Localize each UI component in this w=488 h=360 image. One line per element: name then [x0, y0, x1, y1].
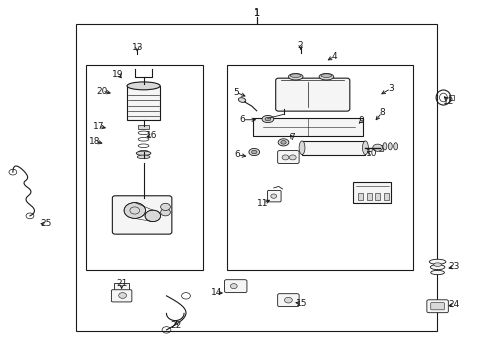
Ellipse shape: [433, 263, 441, 266]
Circle shape: [270, 194, 276, 198]
Circle shape: [282, 155, 288, 160]
Text: 2: 2: [297, 41, 303, 50]
Text: 11: 11: [257, 199, 268, 208]
Ellipse shape: [137, 155, 150, 159]
Bar: [253, 118, 362, 135]
Text: 1: 1: [253, 9, 259, 18]
Ellipse shape: [299, 141, 305, 154]
Circle shape: [372, 144, 382, 151]
Text: 23: 23: [447, 262, 459, 271]
FancyBboxPatch shape: [275, 78, 349, 111]
FancyBboxPatch shape: [111, 290, 132, 302]
Text: 3: 3: [387, 84, 393, 93]
FancyBboxPatch shape: [430, 303, 444, 310]
Text: 1: 1: [253, 8, 259, 18]
Text: 8: 8: [378, 108, 384, 117]
Text: 14: 14: [210, 288, 222, 297]
FancyBboxPatch shape: [224, 280, 246, 293]
Text: 12: 12: [442, 96, 453, 105]
Text: 4: 4: [331, 52, 337, 61]
Ellipse shape: [429, 265, 444, 270]
Bar: [302, 141, 365, 154]
Ellipse shape: [248, 148, 259, 156]
Bar: [114, 283, 129, 291]
Bar: [352, 182, 390, 203]
Circle shape: [124, 203, 145, 219]
Text: 21: 21: [116, 279, 127, 288]
Text: 16: 16: [146, 131, 157, 140]
FancyBboxPatch shape: [267, 190, 281, 202]
Text: 20: 20: [96, 86, 107, 95]
Text: 5: 5: [232, 87, 238, 96]
Text: 15: 15: [296, 299, 307, 308]
Bar: [383, 193, 388, 201]
Ellipse shape: [321, 74, 331, 77]
Bar: [357, 193, 362, 201]
Ellipse shape: [238, 98, 245, 102]
Ellipse shape: [290, 74, 301, 77]
Circle shape: [145, 210, 160, 222]
Bar: [127, 86, 160, 120]
Ellipse shape: [262, 116, 273, 123]
Bar: [138, 125, 149, 129]
Circle shape: [230, 284, 237, 289]
Circle shape: [160, 209, 170, 216]
Ellipse shape: [382, 143, 386, 150]
Text: 18: 18: [89, 137, 101, 146]
Bar: [76, 24, 436, 330]
Ellipse shape: [264, 117, 270, 121]
FancyBboxPatch shape: [112, 196, 171, 234]
Text: 7: 7: [289, 133, 295, 142]
Text: 6: 6: [239, 115, 245, 124]
Ellipse shape: [362, 141, 367, 154]
Text: 9: 9: [358, 116, 364, 125]
Text: 19: 19: [112, 70, 123, 79]
Ellipse shape: [136, 151, 151, 156]
Bar: [448, 95, 453, 100]
Ellipse shape: [280, 140, 285, 144]
Circle shape: [119, 293, 126, 298]
Bar: [378, 145, 382, 150]
Circle shape: [160, 203, 170, 211]
Ellipse shape: [428, 259, 445, 264]
Text: 24: 24: [447, 300, 459, 309]
Text: 10: 10: [365, 149, 376, 158]
FancyBboxPatch shape: [277, 294, 299, 307]
Ellipse shape: [319, 73, 333, 80]
Ellipse shape: [278, 139, 288, 146]
FancyBboxPatch shape: [277, 150, 299, 163]
FancyBboxPatch shape: [426, 300, 447, 313]
Circle shape: [284, 297, 292, 303]
Ellipse shape: [430, 270, 444, 275]
Ellipse shape: [288, 73, 303, 80]
Ellipse shape: [393, 143, 397, 150]
Text: 17: 17: [92, 122, 104, 131]
Ellipse shape: [127, 82, 160, 90]
Bar: [366, 193, 371, 201]
Bar: [375, 193, 380, 201]
Text: 22: 22: [170, 321, 182, 330]
Text: 25: 25: [40, 219, 51, 228]
Text: 6: 6: [234, 150, 240, 159]
Ellipse shape: [251, 150, 256, 154]
Circle shape: [289, 155, 296, 160]
Bar: [227, 65, 412, 270]
Text: 13: 13: [131, 43, 142, 52]
Bar: [86, 65, 203, 270]
Ellipse shape: [387, 143, 391, 150]
